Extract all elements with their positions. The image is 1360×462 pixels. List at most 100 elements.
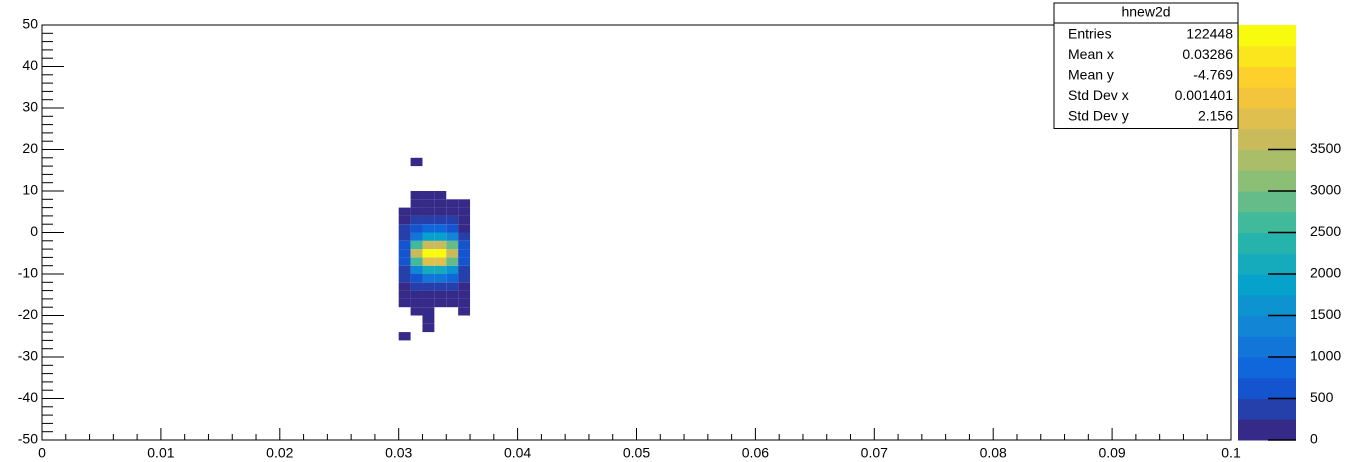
cell [434, 207, 447, 216]
cell [410, 257, 423, 266]
palette-band [1238, 108, 1296, 130]
y-tick-label: 20 [22, 140, 38, 156]
cell [434, 191, 447, 200]
cell [458, 224, 471, 233]
cell [410, 207, 423, 216]
z-tick-label: 1000 [1310, 348, 1341, 364]
cell [410, 298, 423, 308]
palette-band [1238, 149, 1296, 171]
cell [398, 257, 411, 266]
stats-label: Entries [1068, 26, 1112, 42]
cell [422, 323, 435, 333]
y-tick-label: -20 [18, 306, 38, 322]
stats-label: Mean x [1068, 46, 1114, 62]
cell [422, 282, 435, 291]
palette-band [1238, 377, 1296, 399]
stats-value: 0.03286 [1182, 46, 1233, 62]
z-tick-label: 3500 [1310, 140, 1341, 156]
x-tick-label: 0.04 [504, 445, 531, 461]
cell [398, 265, 411, 274]
cell [410, 224, 423, 233]
palette-band [1238, 315, 1296, 337]
x-tick-label: 0.05 [623, 445, 650, 461]
y-tick-label: -50 [18, 431, 38, 447]
cell [398, 249, 411, 258]
cell [458, 232, 471, 241]
x-tick-label: 0.09 [1098, 445, 1125, 461]
stats-value: 2.156 [1198, 108, 1233, 124]
palette-band [1238, 294, 1296, 316]
cell [458, 249, 471, 258]
cell [398, 215, 411, 225]
stats-value: 0.001401 [1175, 87, 1234, 103]
cell [446, 274, 459, 283]
cell [422, 232, 435, 241]
palette-band [1238, 87, 1296, 109]
cell [434, 199, 447, 208]
cell [410, 274, 423, 283]
palette-band [1238, 211, 1296, 233]
cell [446, 215, 459, 225]
x-tick-label: 0.06 [742, 445, 769, 461]
cell [446, 199, 459, 208]
cell [398, 298, 411, 308]
palette-band [1238, 274, 1296, 296]
cell [434, 274, 447, 283]
cell [410, 232, 423, 241]
cell [446, 265, 459, 274]
cell [434, 298, 447, 308]
stats-title: hnew2d [1121, 4, 1170, 20]
stats-label: Mean y [1068, 67, 1114, 83]
cell [434, 282, 447, 291]
cell [458, 257, 471, 266]
cell [458, 207, 471, 216]
cell [422, 298, 435, 308]
cell [458, 282, 471, 291]
palette-band [1238, 128, 1296, 150]
stats-value: -4.769 [1193, 67, 1233, 83]
cell [410, 157, 423, 167]
cell [446, 224, 459, 233]
cell [422, 257, 435, 266]
palette-band [1238, 25, 1296, 47]
cell [458, 298, 471, 308]
cell [410, 191, 423, 200]
cell [434, 224, 447, 233]
cell [398, 207, 411, 216]
cell [422, 265, 435, 274]
x-tick-label: 0.07 [861, 445, 888, 461]
palette-band [1238, 253, 1296, 275]
cell [446, 232, 459, 241]
stats-box [1053, 2, 1239, 129]
cell [410, 215, 423, 225]
cell [422, 240, 435, 250]
cell [410, 307, 423, 316]
cell [458, 240, 471, 250]
cell [410, 290, 423, 299]
z-tick-label: 3000 [1310, 182, 1341, 198]
stats-value: 122448 [1186, 26, 1233, 42]
palette-band [1238, 45, 1296, 67]
cell [410, 249, 423, 258]
cell [398, 224, 411, 233]
x-tick-label: 0.1 [1221, 445, 1241, 461]
cell [422, 315, 435, 324]
cell [410, 265, 423, 274]
cell [422, 224, 435, 233]
cell [422, 191, 435, 200]
x-tick-label: 0.08 [980, 445, 1007, 461]
cell [434, 257, 447, 266]
cell [458, 290, 471, 299]
cell [422, 199, 435, 208]
y-tick-label: 30 [22, 99, 38, 115]
x-tick-label: 0.01 [147, 445, 174, 461]
cell [446, 282, 459, 291]
cell [446, 240, 459, 250]
cell [446, 249, 459, 258]
y-tick-label: 50 [22, 16, 38, 32]
cell [458, 265, 471, 274]
x-tick-label: 0.02 [266, 445, 293, 461]
cell [434, 215, 447, 225]
cell [446, 298, 459, 308]
z-tick-label: 2500 [1310, 223, 1341, 239]
